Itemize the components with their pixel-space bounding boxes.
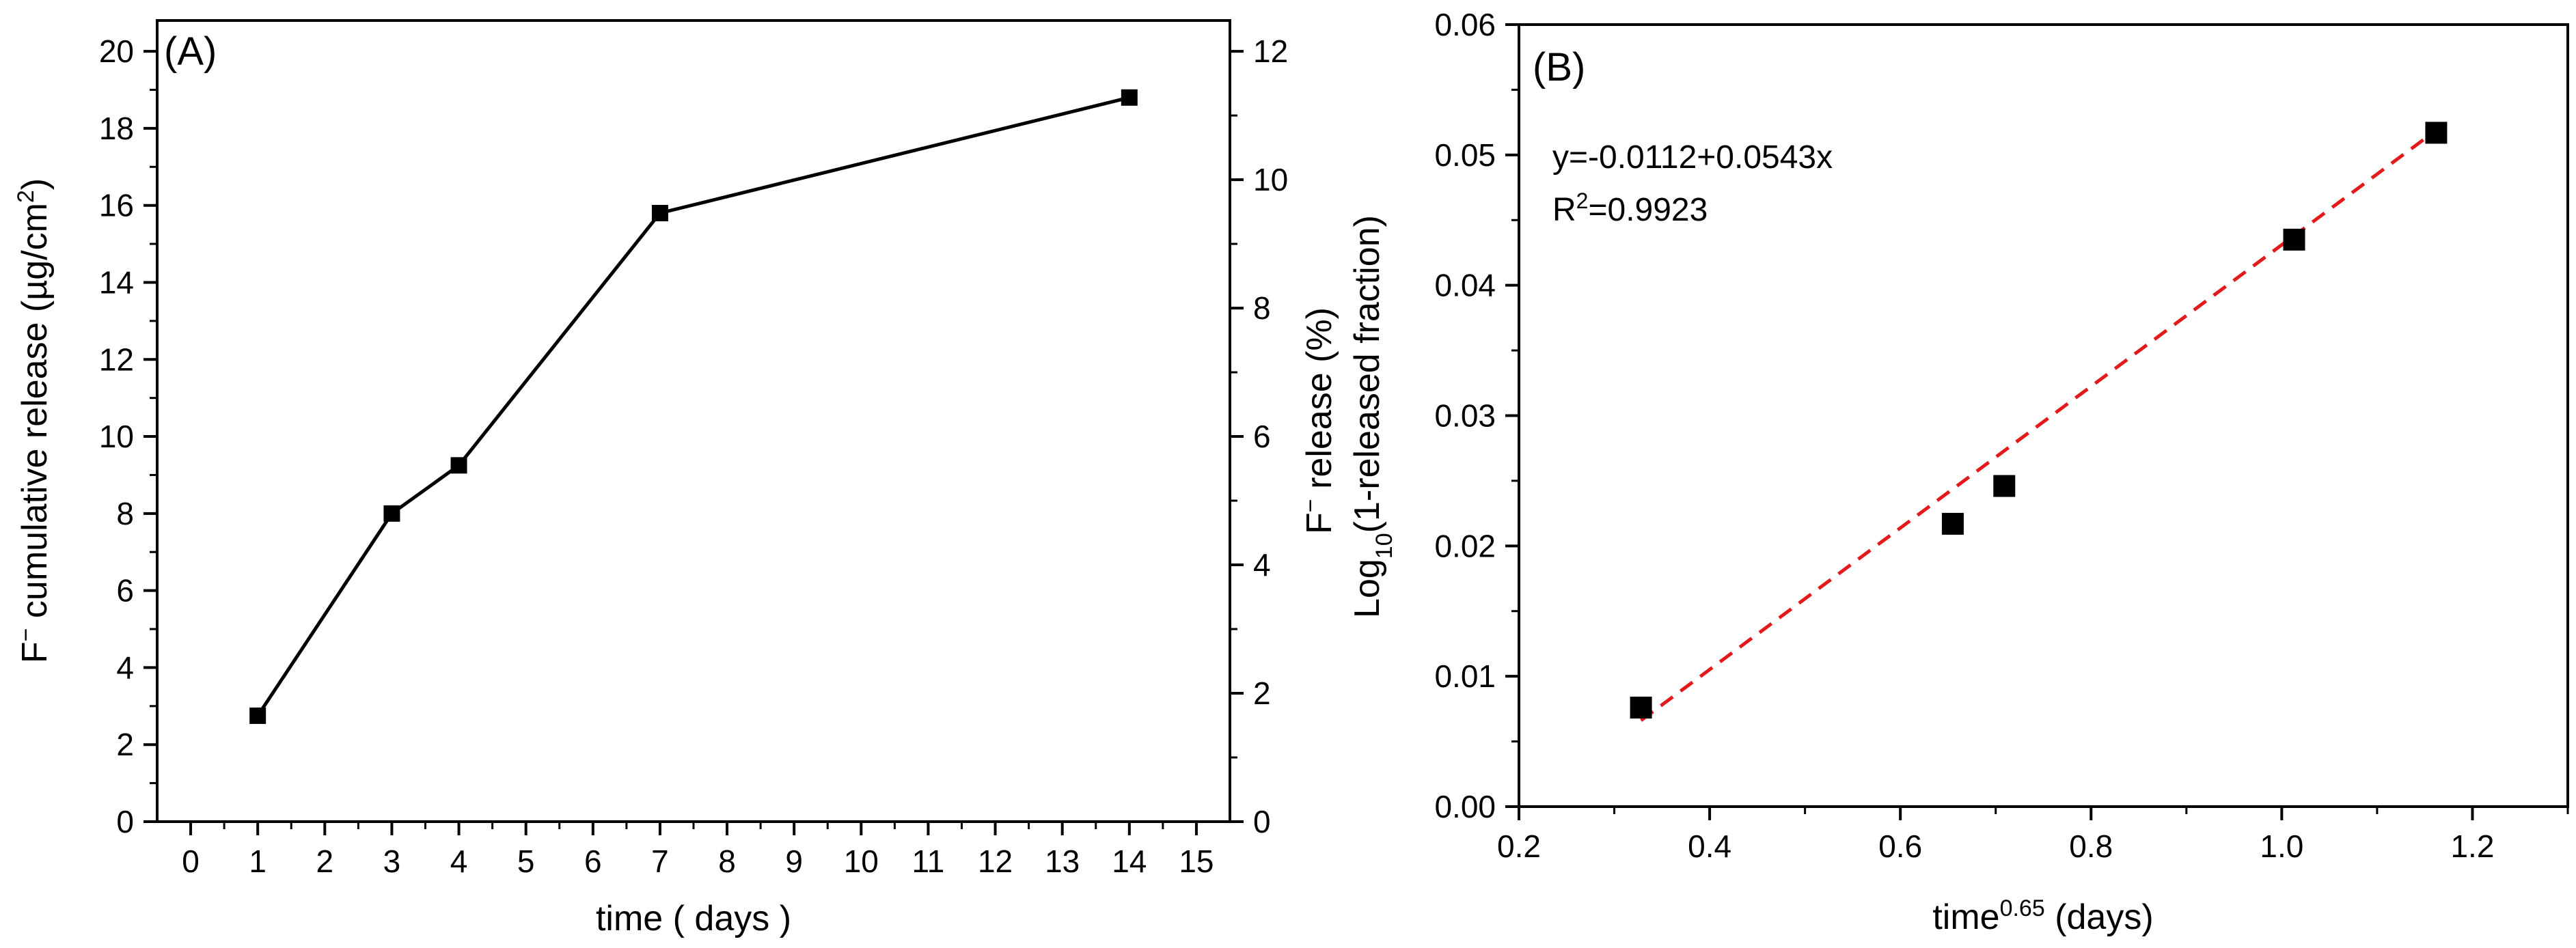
y-tick-label: 0: [116, 804, 134, 839]
panel-a-label: (A): [164, 29, 217, 74]
y-tick-label: 6: [116, 573, 134, 609]
y-tick-label: 4: [116, 650, 134, 685]
y2-tick-label: 0: [1253, 804, 1271, 839]
y-tick-label: 18: [99, 111, 134, 146]
panel-a-y2-axis-label: F− release (%): [1298, 307, 1339, 534]
x-tick-label: 5: [517, 844, 535, 879]
panel-b-x-ticks: 0.2 0.4 0.6 0.8 1.0 1.2: [1497, 807, 2569, 864]
x-tick-label: 9: [785, 844, 803, 879]
y-tick-label: 0.01: [1434, 658, 1496, 694]
panel-b-label: (B): [1533, 45, 1585, 89]
x-tick-label: 2: [316, 844, 334, 879]
y-tick-label: 2: [116, 727, 134, 762]
panel-a-x-ticks: 0 1 2 3 4 5 6 7 8 9 10 11 12 13 14 15: [182, 822, 1214, 879]
data-point: [1941, 512, 1964, 535]
panel-a-x-axis-label: time ( days ): [596, 899, 791, 938]
x-tick-label: 14: [1112, 844, 1147, 879]
panel-a-y2-ticks: 0 2 4 6 8 10 12: [1230, 33, 1288, 839]
panel-a-frame: [156, 19, 1231, 823]
fit-r-squared: R2=0.9923: [1552, 189, 1708, 228]
panel-b-fit: [1640, 128, 2437, 722]
x-tick-label: 13: [1045, 844, 1080, 879]
panel-a-y-ticks: 0 2 4 6 8 10 12 14 16 18 20: [99, 33, 157, 839]
panel-b-points: [1630, 122, 2448, 719]
data-point: [450, 457, 467, 474]
y2-tick-label: 6: [1253, 419, 1271, 454]
y-tick-label: 0.06: [1434, 7, 1496, 42]
y-tick-label: 8: [116, 496, 134, 531]
y-tick-label: 14: [99, 264, 134, 300]
x-tick-label: 10: [844, 844, 879, 879]
x-tick-label: 0.6: [1878, 828, 1922, 864]
data-point: [2425, 122, 2448, 144]
x-tick-label: 11: [912, 844, 945, 879]
y-tick-label: 10: [99, 419, 134, 454]
x-tick-label: 0: [182, 844, 200, 879]
y-tick-label: 0.00: [1434, 789, 1496, 824]
y2-tick-label: 4: [1253, 547, 1271, 583]
x-tick-label: 3: [383, 844, 401, 879]
data-point: [1121, 89, 1138, 106]
data-point: [2283, 228, 2305, 251]
x-tick-label: 15: [1179, 844, 1214, 879]
y2-tick-label: 8: [1253, 290, 1271, 326]
y-tick-label: 12: [99, 341, 134, 377]
panel-a-series: [249, 89, 1138, 724]
data-point: [383, 505, 400, 522]
x-tick-label: 7: [651, 844, 669, 879]
x-tick-label: 0.8: [2069, 828, 2113, 864]
y-tick-label: 20: [99, 33, 134, 69]
data-point: [651, 204, 668, 221]
x-tick-label: 6: [584, 844, 602, 879]
panel-b-y-ticks: 0.00 0.01 0.02 0.03 0.04 0.05 0.06: [1434, 7, 1519, 824]
series-line: [256, 96, 1130, 717]
panel-b: 0.2 0.4 0.6 0.8 1.0 1.2 0.000.010.020.030.040…: [1347, 7, 2569, 937]
x-tick-label: 0.4: [1688, 828, 1731, 864]
y2-tick-label: 12: [1253, 33, 1288, 69]
panel-b-x-axis-label: time0.65 (days): [1932, 895, 2153, 937]
y-tick-label: 0.04: [1434, 268, 1496, 303]
data-point: [249, 707, 266, 724]
y-tick-label: 16: [99, 188, 134, 223]
fit-equation: y=-0.0112+0.0543x: [1552, 139, 1833, 176]
data-point: [1630, 696, 1652, 719]
x-tick-label: 0.2: [1497, 828, 1541, 864]
x-tick-label: 1.2: [2450, 828, 2494, 864]
y-tick-label: 0.03: [1434, 398, 1496, 434]
y-tick-label: 0.02: [1434, 528, 1496, 563]
panel-a: 0 1 2 3 4 5 6 7 8 9 10 11 12 13 14 15 02468101214161820…: [13, 19, 1339, 938]
panel-b-y-axis-label: Log10(1-released fraction): [1347, 215, 1397, 618]
x-tick-label: 1: [249, 844, 266, 879]
x-tick-label: 1.0: [2260, 828, 2303, 864]
x-tick-label: 8: [718, 844, 736, 879]
fit-line: [1640, 128, 2437, 722]
x-tick-label: 12: [978, 844, 1013, 879]
x-tick-label: 4: [450, 844, 468, 879]
y-tick-label: 0.05: [1434, 137, 1496, 173]
panel-a-y-axis-label: F− cumulative release (µg/cm2): [13, 178, 55, 663]
data-point: [1993, 475, 2016, 497]
y2-tick-label: 2: [1253, 675, 1271, 711]
y2-tick-label: 10: [1253, 162, 1288, 197]
